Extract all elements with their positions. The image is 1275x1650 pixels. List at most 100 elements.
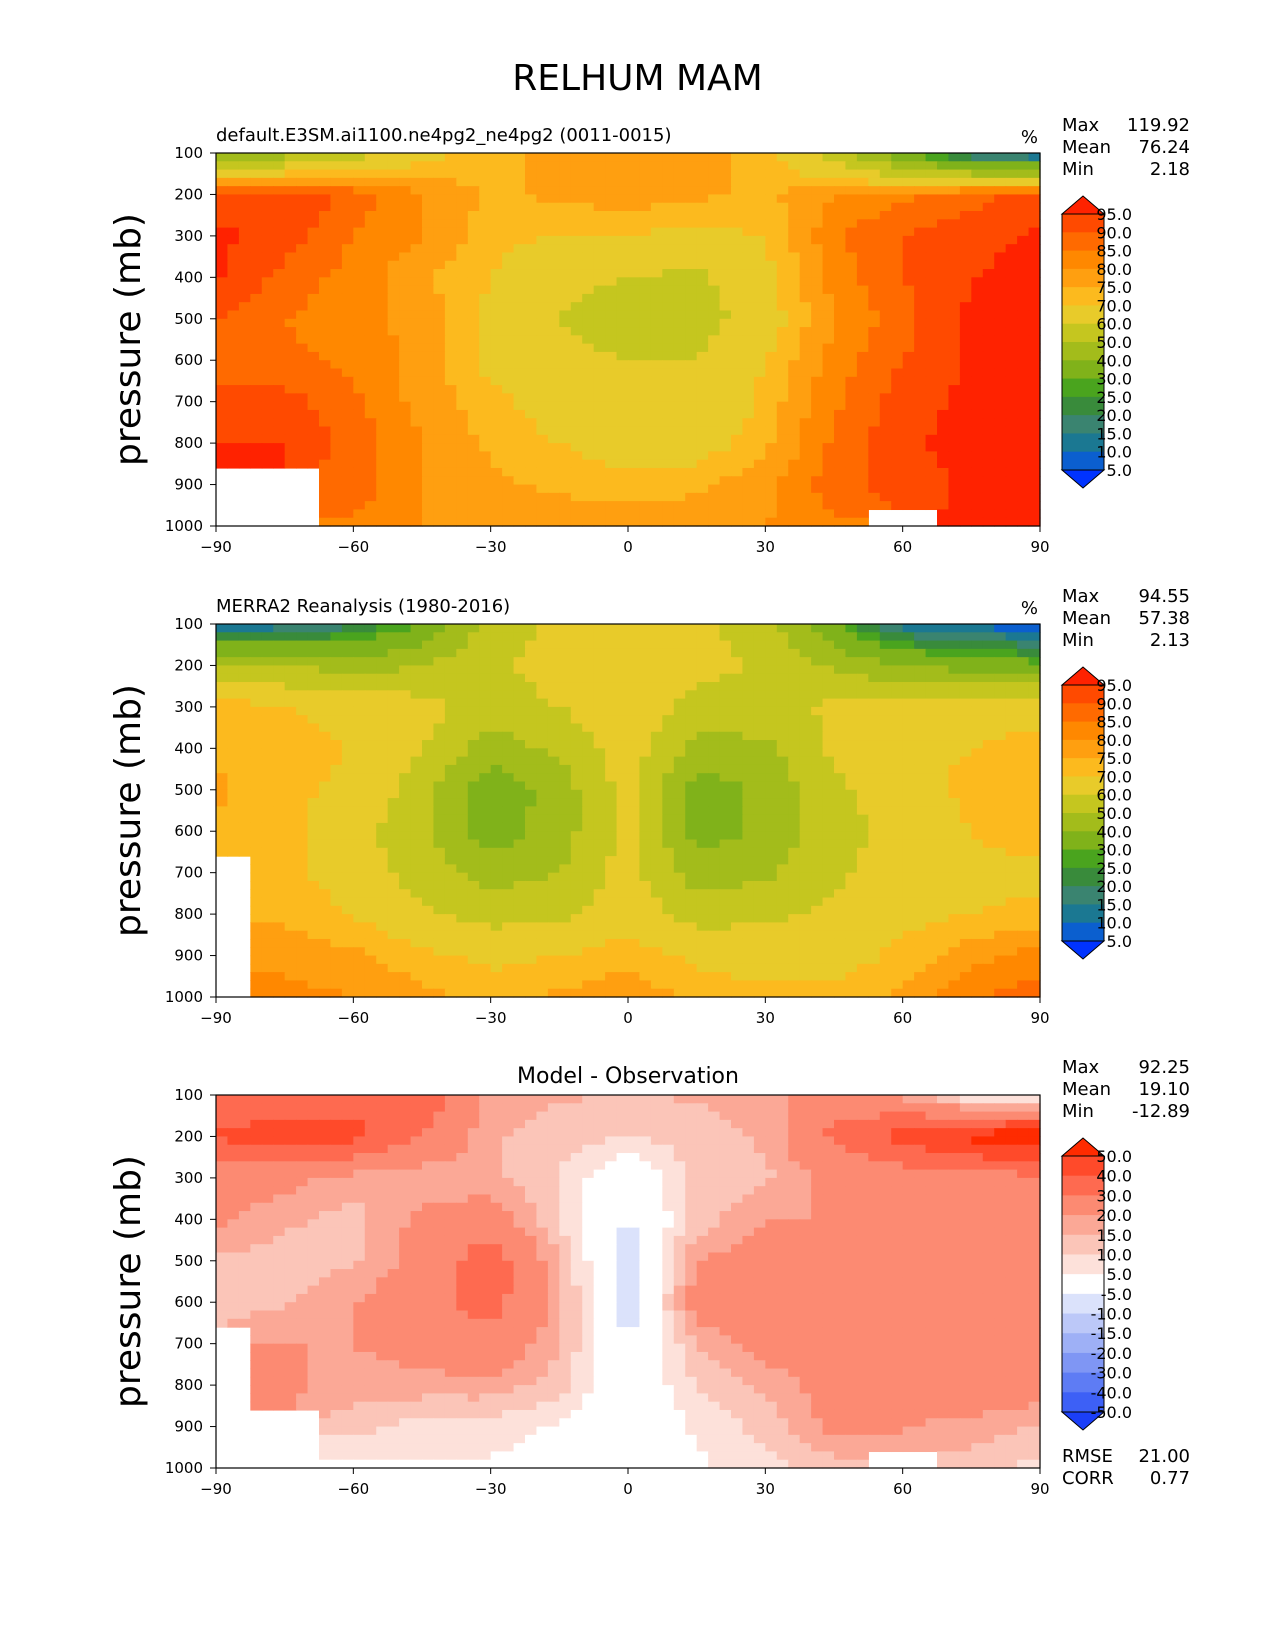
- heatmap-cell: [433, 682, 446, 691]
- heatmap-cell: [776, 648, 789, 658]
- heatmap-cell: [902, 351, 915, 361]
- heatmap-cell: [593, 409, 606, 419]
- heatmap-cell: [330, 698, 343, 708]
- heatmap-cell: [650, 706, 663, 716]
- heatmap-cell: [639, 443, 652, 452]
- heatmap-cell: [341, 269, 354, 278]
- heatmap-cell: [593, 277, 606, 287]
- heatmap-cell: [227, 418, 240, 428]
- heatmap-cell: [433, 351, 446, 361]
- heatmap-cell: [456, 177, 469, 187]
- heatmap-cell: [719, 368, 732, 378]
- heatmap-cell: [925, 492, 938, 502]
- heatmap-cell: [422, 194, 435, 204]
- heatmap-cell: [753, 806, 766, 816]
- heatmap-cell: [307, 740, 320, 749]
- heatmap-cell: [376, 169, 389, 179]
- heatmap-cell: [605, 252, 618, 262]
- heatmap-cell: [937, 153, 950, 162]
- heatmap-cell: [834, 740, 847, 749]
- heatmap-cell: [227, 385, 240, 394]
- heatmap-cell: [982, 409, 995, 419]
- heatmap-cell: [376, 798, 389, 807]
- heatmap-cell: [387, 798, 400, 807]
- heatmap-cell: [753, 327, 766, 336]
- heatmap-cell: [433, 665, 446, 675]
- heatmap-cell: [582, 219, 595, 229]
- heatmap-cell: [490, 814, 503, 824]
- heatmap-cell: [330, 260, 343, 270]
- heatmap-cell: [513, 476, 526, 486]
- heatmap-cell: [593, 731, 606, 741]
- heatmap-cell: [639, 476, 652, 486]
- heatmap-cell: [490, 153, 503, 162]
- heatmap-cell: [1017, 798, 1030, 807]
- heatmap-cell: [673, 517, 686, 527]
- heatmap-cell: [834, 492, 847, 502]
- heatmap-cell: [856, 368, 869, 378]
- heatmap-cell: [479, 293, 492, 303]
- heatmap-cell: [307, 194, 320, 204]
- heatmap-cell: [525, 781, 538, 791]
- heatmap-cell: [525, 418, 538, 428]
- heatmap-cell: [662, 756, 675, 766]
- heatmap-cell: [582, 806, 595, 816]
- heatmap-cell: [662, 360, 675, 370]
- heatmap-cell: [479, 360, 492, 370]
- heatmap-cell: [364, 318, 377, 328]
- heatmap-cell: [502, 161, 515, 171]
- heatmap-cell: [959, 186, 972, 196]
- heatmap-cell: [776, 252, 789, 262]
- heatmap-cell: [822, 385, 835, 394]
- heatmap-cell: [319, 260, 332, 270]
- heatmap-cell: [673, 682, 686, 691]
- heatmap-cell: [284, 219, 297, 229]
- heatmap-cell: [765, 723, 778, 733]
- heatmap-cell: [891, 360, 904, 370]
- heatmap-cell: [479, 269, 492, 278]
- heatmap-cell: [547, 673, 560, 683]
- heatmap-cell: [456, 285, 469, 295]
- heatmap-cell: [742, 476, 755, 486]
- heatmap-cell: [1017, 773, 1030, 783]
- heatmap-cell: [776, 715, 789, 725]
- heatmap-cell: [479, 194, 492, 204]
- heatmap-cell: [639, 740, 652, 749]
- heatmap-cell: [399, 368, 412, 378]
- heatmap-cell: [399, 376, 412, 386]
- colorbar-label: 40.0: [1096, 351, 1132, 370]
- heatmap-cell: [628, 814, 641, 824]
- heatmap-cell: [708, 640, 721, 650]
- heatmap-cell: [994, 318, 1007, 328]
- heatmap-cell: [307, 673, 320, 683]
- heatmap-cell: [891, 764, 904, 774]
- heatmap-cell: [925, 310, 938, 320]
- heatmap-cell: [753, 814, 766, 824]
- heatmap-cell: [444, 748, 457, 758]
- heatmap-cell: [284, 814, 297, 824]
- heatmap-cell: [227, 244, 240, 254]
- heatmap-cell: [822, 393, 835, 403]
- heatmap-cell: [696, 426, 709, 436]
- heatmap-cell: [479, 244, 492, 254]
- heatmap-cell: [719, 351, 732, 361]
- heatmap-cell: [296, 748, 309, 758]
- heatmap-cell: [673, 632, 686, 642]
- heatmap-cell: [296, 202, 309, 212]
- heatmap-cell: [948, 756, 961, 766]
- heatmap-cell: [536, 277, 549, 287]
- heatmap-cell: [353, 806, 366, 816]
- heatmap-cell: [1028, 318, 1041, 328]
- heatmap-cell: [490, 401, 503, 411]
- heatmap-cell: [879, 194, 892, 204]
- heatmap-cell: [662, 211, 675, 220]
- heatmap-cell: [925, 252, 938, 262]
- heatmap-cell: [845, 186, 858, 196]
- heatmap-cell: [1005, 781, 1018, 791]
- heatmap-cell: [868, 335, 881, 345]
- heatmap-cell: [1005, 376, 1018, 386]
- heatmap-cell: [353, 401, 366, 411]
- heatmap-cell: [799, 343, 812, 353]
- heatmap-cell: [914, 773, 927, 783]
- heatmap-cell: [364, 227, 377, 237]
